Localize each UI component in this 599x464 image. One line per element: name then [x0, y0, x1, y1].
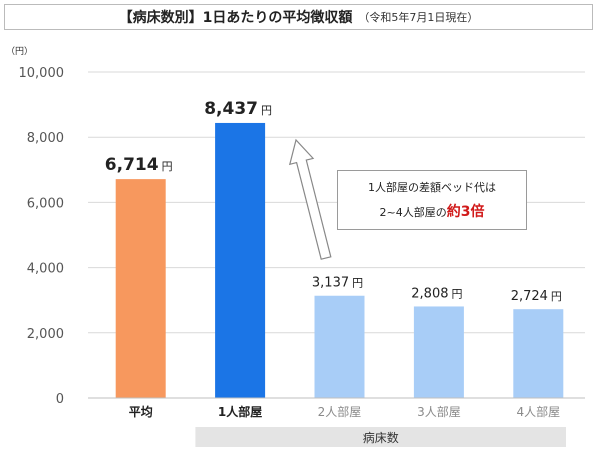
data-label-4: 2,808 円 — [411, 286, 462, 301]
x-tick-label-1: 平均 — [129, 404, 153, 419]
callout-line-2: 2~4人部屋の約3倍 — [380, 201, 485, 221]
chart-title: 【病床数別】1日あたりの平均徴収額 — [118, 10, 353, 26]
chart-title-box: 【病床数別】1日あたりの平均徴収額 （令和5年7月1日現在） — [4, 4, 593, 30]
x-tick-label-4: 3人部屋 — [417, 404, 461, 419]
x-axis-group-band — [195, 427, 566, 447]
callout-line-2-prefix: 2~4人部屋の — [379, 206, 447, 219]
bar-3 — [314, 295, 365, 398]
y-tick-label: 6,000 — [27, 196, 64, 211]
chart-subtitle: （令和5年7月1日現在） — [358, 11, 479, 24]
bar-1 — [115, 179, 166, 398]
y-tick-label: 4,000 — [27, 262, 64, 277]
comparison-callout: 1人部屋の差額ベッド代は 2~4人部屋の約3倍 — [337, 170, 527, 230]
callout-arrow — [288, 138, 332, 260]
bar-5 — [513, 309, 564, 398]
callout-line-1: 1人部屋の差額ベッド代は — [368, 181, 496, 194]
data-label-5: 2,724 円 — [511, 289, 562, 304]
bar-4 — [413, 306, 464, 398]
x-tick-label-5: 4人部屋 — [516, 404, 560, 419]
y-tick-label: 0 — [56, 392, 64, 407]
y-tick-label: 8,000 — [27, 131, 64, 146]
x-axis-title: 病床数 — [363, 430, 399, 445]
bar-2 — [215, 122, 266, 398]
data-label-3: 3,137 円 — [312, 276, 363, 291]
callout-highlight: 約3倍 — [446, 204, 485, 220]
y-axis-unit: （円） — [6, 46, 33, 57]
data-label-1: 6,714 円 — [105, 155, 173, 175]
y-tick-label: 2,000 — [27, 327, 64, 342]
x-tick-label-3: 2人部屋 — [318, 404, 362, 419]
data-label-2: 8,437 円 — [204, 99, 272, 119]
x-tick-label-2: 1人部屋 — [218, 404, 262, 419]
y-tick-label: 10,000 — [19, 66, 65, 81]
